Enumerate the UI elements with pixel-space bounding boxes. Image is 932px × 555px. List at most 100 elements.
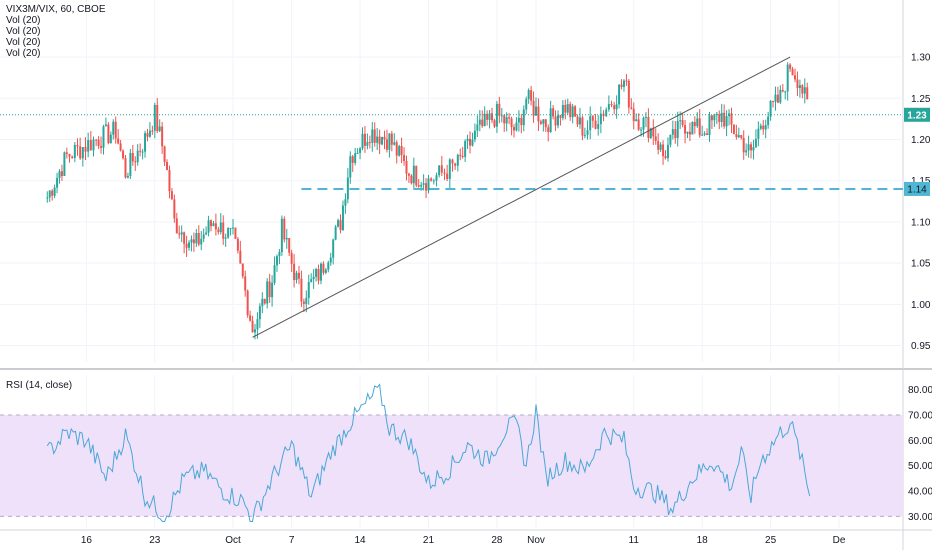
candle-body	[385, 139, 388, 150]
candle-body	[607, 104, 610, 110]
study-vol-3[interactable]: Vol (20)	[6, 37, 41, 48]
candle-body	[46, 197, 49, 199]
candle-body	[363, 133, 366, 146]
study-vol-4[interactable]: Vol (20)	[6, 48, 41, 59]
candle-body	[141, 151, 144, 153]
candle-body	[58, 171, 61, 178]
candle-body	[435, 175, 438, 181]
candle-body	[131, 153, 134, 162]
candle-body	[268, 281, 271, 298]
candle-body	[263, 298, 266, 304]
candle-body	[461, 155, 464, 157]
candle-body	[754, 138, 757, 148]
candle-body	[564, 104, 567, 113]
candle-body	[271, 282, 274, 298]
candle-body	[469, 138, 472, 146]
study-vol-1[interactable]: Vol (20)	[6, 15, 41, 26]
rsi-tick-label: 70.00	[908, 410, 932, 421]
candle-body	[136, 150, 139, 163]
candle-body	[229, 228, 232, 230]
candle-body	[720, 112, 723, 122]
candle-body	[718, 114, 721, 122]
x-tick-label: 14	[355, 535, 367, 546]
candle-body	[214, 223, 217, 230]
candle-body	[696, 118, 699, 127]
candle-body	[173, 199, 176, 219]
candle-body	[112, 121, 115, 135]
candle-body	[443, 172, 446, 174]
candle-body	[102, 126, 105, 148]
candle-body	[578, 117, 581, 125]
candle-body	[615, 104, 618, 110]
candle-body	[571, 106, 574, 118]
candle-body	[708, 115, 711, 135]
candle-body	[693, 121, 696, 127]
candle-body	[212, 223, 215, 227]
candle-body	[168, 170, 171, 192]
rsi-tick-label: 60.00	[908, 436, 932, 447]
candle-body	[684, 125, 687, 134]
candle-body	[779, 89, 782, 103]
candle-body	[307, 282, 310, 298]
candle-body	[346, 177, 349, 200]
candle-body	[671, 129, 674, 135]
candle-body	[476, 124, 479, 131]
candle-body	[556, 115, 559, 126]
candle-body	[549, 108, 552, 132]
candle-body	[341, 205, 344, 231]
price-legend: VIX3M/VIX, 60, CBOE Vol (20) Vol (20) Vo…	[6, 4, 105, 59]
candle-body	[576, 116, 579, 125]
candle-body	[359, 148, 362, 153]
candle-body	[107, 124, 110, 144]
candle-body	[635, 119, 638, 122]
candle-body	[234, 227, 237, 239]
candle-body	[640, 129, 643, 131]
candle-body	[89, 140, 92, 151]
candle-body	[185, 243, 188, 248]
candle-body	[498, 103, 501, 116]
candle-body	[139, 150, 142, 152]
rsi-tick-label: 50.00	[908, 461, 932, 472]
candle-body	[317, 269, 320, 281]
candle-body	[591, 116, 594, 121]
symbol-label[interactable]: VIX3M/VIX, 60, CBOE	[6, 4, 106, 15]
candle-body	[569, 104, 572, 118]
candle-body	[752, 147, 755, 151]
candle-body	[535, 106, 537, 116]
candle-body	[183, 232, 186, 244]
candle-body	[53, 187, 56, 196]
candle-body	[750, 144, 753, 151]
candle-body	[427, 178, 430, 191]
study-vol-2[interactable]: Vol (20)	[6, 26, 41, 37]
candle-body	[666, 144, 669, 159]
rsi-tick-label: 30.00	[908, 512, 932, 523]
candle-body	[493, 120, 496, 127]
candle-body	[464, 141, 467, 157]
candle-body	[337, 220, 340, 227]
candle-body	[219, 222, 222, 233]
candle-body	[454, 163, 457, 166]
rsi-legend[interactable]: RSI (14, close)	[6, 380, 73, 391]
candle-body	[742, 137, 745, 153]
candle-body	[232, 227, 234, 229]
candle-body	[732, 124, 735, 135]
candle-body	[322, 263, 325, 273]
price-tick-label: 1.30	[911, 53, 931, 64]
candle-body	[539, 121, 542, 124]
candle-body	[295, 272, 298, 281]
candle-body	[158, 126, 161, 132]
candle-body	[627, 80, 630, 108]
candle-body	[290, 252, 293, 264]
x-tick-label: 11	[629, 535, 640, 546]
candle-body	[605, 109, 608, 117]
candle-body	[769, 100, 772, 117]
candle-body	[686, 131, 689, 134]
candle-body	[781, 89, 784, 92]
candle-body	[114, 121, 117, 139]
candle-body	[56, 177, 59, 188]
candle-body	[520, 117, 523, 126]
price-tick-label: 0.95	[911, 341, 931, 352]
candle-body	[236, 238, 239, 251]
